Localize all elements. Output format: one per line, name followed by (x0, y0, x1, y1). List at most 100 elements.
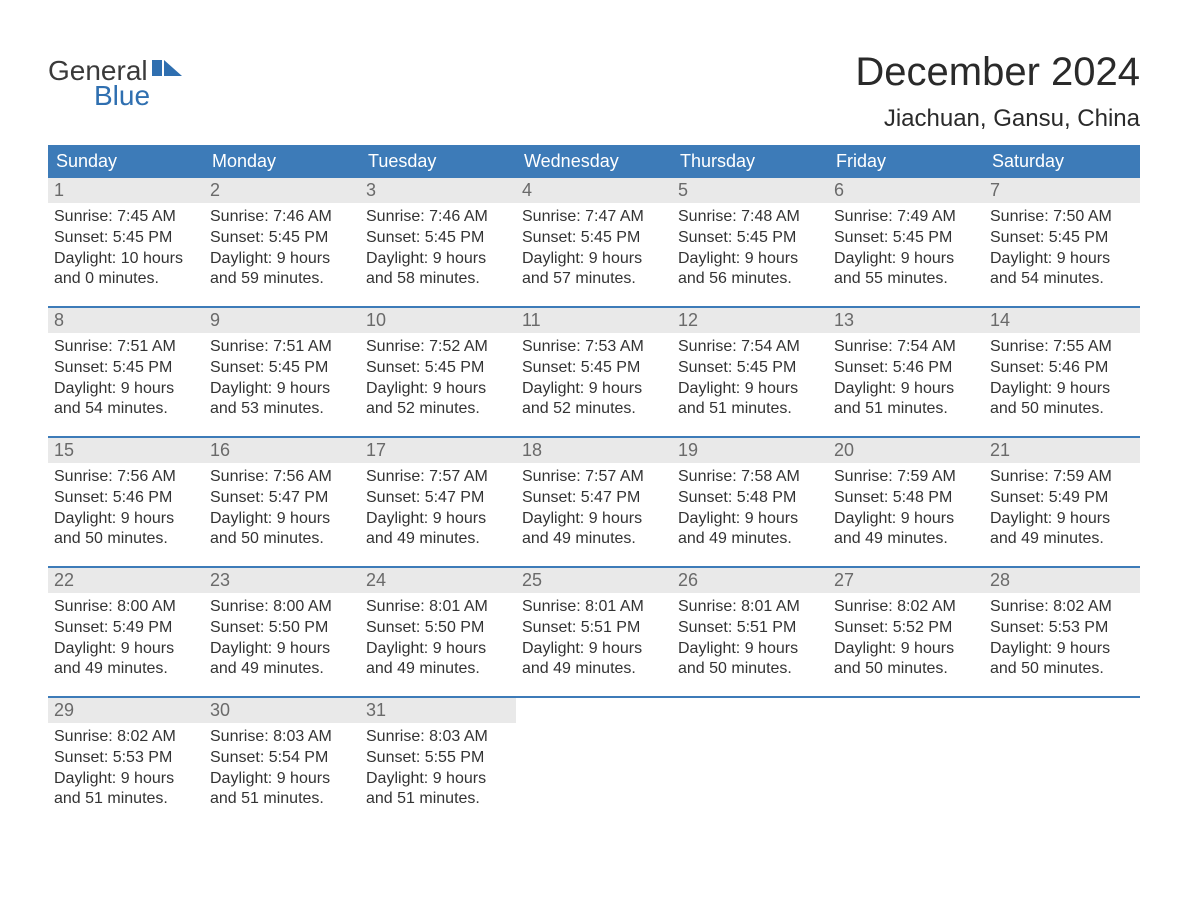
daylight-line-2: and 50 minutes. (54, 529, 198, 550)
header: General Blue December 2024 Jiachuan, Gan… (48, 50, 1140, 133)
sunrise-line: Sunrise: 7:53 AM (522, 337, 666, 358)
day-number: 9 (204, 308, 360, 333)
day-body: Sunrise: 8:02 AMSunset: 5:52 PMDaylight:… (828, 593, 984, 680)
sunrise-line: Sunrise: 7:45 AM (54, 207, 198, 228)
day-body: Sunrise: 8:03 AMSunset: 5:54 PMDaylight:… (204, 723, 360, 810)
sunset-line: Sunset: 5:45 PM (678, 228, 822, 249)
weekday-thursday: Thursday (672, 145, 828, 178)
daylight-line-2: and 54 minutes. (54, 399, 198, 420)
sunset-line: Sunset: 5:47 PM (366, 488, 510, 509)
day-cell: 12Sunrise: 7:54 AMSunset: 5:45 PMDayligh… (672, 308, 828, 436)
weekday-wednesday: Wednesday (516, 145, 672, 178)
day-body: Sunrise: 7:57 AMSunset: 5:47 PMDaylight:… (360, 463, 516, 550)
day-body: Sunrise: 8:02 AMSunset: 5:53 PMDaylight:… (984, 593, 1140, 680)
daylight-line-1: Daylight: 9 hours (210, 379, 354, 400)
day-body: Sunrise: 7:46 AMSunset: 5:45 PMDaylight:… (204, 203, 360, 290)
daylight-line-1: Daylight: 9 hours (834, 379, 978, 400)
sunrise-line: Sunrise: 7:46 AM (210, 207, 354, 228)
day-cell: 6Sunrise: 7:49 AMSunset: 5:45 PMDaylight… (828, 178, 984, 306)
sunset-line: Sunset: 5:50 PM (366, 618, 510, 639)
day-body: Sunrise: 7:51 AMSunset: 5:45 PMDaylight:… (204, 333, 360, 420)
sunset-line: Sunset: 5:55 PM (366, 748, 510, 769)
day-number: 31 (360, 698, 516, 723)
logo: General Blue (48, 50, 182, 111)
week-row: 8Sunrise: 7:51 AMSunset: 5:45 PMDaylight… (48, 306, 1140, 436)
sunrise-line: Sunrise: 7:48 AM (678, 207, 822, 228)
sunset-line: Sunset: 5:45 PM (210, 358, 354, 379)
sunrise-line: Sunrise: 7:46 AM (366, 207, 510, 228)
daylight-line-2: and 58 minutes. (366, 269, 510, 290)
day-cell: 4Sunrise: 7:47 AMSunset: 5:45 PMDaylight… (516, 178, 672, 306)
logo-flag-icon (152, 56, 182, 85)
day-cell: 18Sunrise: 7:57 AMSunset: 5:47 PMDayligh… (516, 438, 672, 566)
weekday-sunday: Sunday (48, 145, 204, 178)
sunset-line: Sunset: 5:45 PM (54, 228, 198, 249)
day-cell: 1Sunrise: 7:45 AMSunset: 5:45 PMDaylight… (48, 178, 204, 306)
day-cell: 23Sunrise: 8:00 AMSunset: 5:50 PMDayligh… (204, 568, 360, 696)
daylight-line-1: Daylight: 9 hours (522, 509, 666, 530)
daylight-line-2: and 49 minutes. (834, 529, 978, 550)
week-row: 29Sunrise: 8:02 AMSunset: 5:53 PMDayligh… (48, 696, 1140, 826)
sunrise-line: Sunrise: 7:50 AM (990, 207, 1134, 228)
day-cell: 19Sunrise: 7:58 AMSunset: 5:48 PMDayligh… (672, 438, 828, 566)
day-body: Sunrise: 7:55 AMSunset: 5:46 PMDaylight:… (984, 333, 1140, 420)
daylight-line-2: and 49 minutes. (990, 529, 1134, 550)
daylight-line-2: and 55 minutes. (834, 269, 978, 290)
daylight-line-1: Daylight: 9 hours (210, 509, 354, 530)
sunrise-line: Sunrise: 8:01 AM (522, 597, 666, 618)
day-cell: 16Sunrise: 7:56 AMSunset: 5:47 PMDayligh… (204, 438, 360, 566)
week-row: 1Sunrise: 7:45 AMSunset: 5:45 PMDaylight… (48, 178, 1140, 306)
daylight-line-1: Daylight: 9 hours (678, 249, 822, 270)
day-cell: 8Sunrise: 7:51 AMSunset: 5:45 PMDaylight… (48, 308, 204, 436)
sunset-line: Sunset: 5:47 PM (522, 488, 666, 509)
day-body: Sunrise: 8:00 AMSunset: 5:50 PMDaylight:… (204, 593, 360, 680)
sunset-line: Sunset: 5:47 PM (210, 488, 354, 509)
day-cell: 3Sunrise: 7:46 AMSunset: 5:45 PMDaylight… (360, 178, 516, 306)
day-body: Sunrise: 7:58 AMSunset: 5:48 PMDaylight:… (672, 463, 828, 550)
daylight-line-2: and 50 minutes. (834, 659, 978, 680)
day-body: Sunrise: 7:45 AMSunset: 5:45 PMDaylight:… (48, 203, 204, 290)
day-cell: 29Sunrise: 8:02 AMSunset: 5:53 PMDayligh… (48, 698, 204, 826)
sunrise-line: Sunrise: 8:03 AM (210, 727, 354, 748)
sunrise-line: Sunrise: 7:59 AM (990, 467, 1134, 488)
daylight-line-1: Daylight: 9 hours (678, 509, 822, 530)
daylight-line-1: Daylight: 9 hours (54, 769, 198, 790)
day-cell-empty (516, 698, 672, 826)
daylight-line-1: Daylight: 9 hours (834, 249, 978, 270)
sunrise-line: Sunrise: 8:00 AM (210, 597, 354, 618)
sunset-line: Sunset: 5:53 PM (990, 618, 1134, 639)
day-number: 27 (828, 568, 984, 593)
sunset-line: Sunset: 5:50 PM (210, 618, 354, 639)
sunrise-line: Sunrise: 7:58 AM (678, 467, 822, 488)
sunrise-line: Sunrise: 7:56 AM (210, 467, 354, 488)
day-body: Sunrise: 7:54 AMSunset: 5:45 PMDaylight:… (672, 333, 828, 420)
daylight-line-2: and 59 minutes. (210, 269, 354, 290)
day-cell: 11Sunrise: 7:53 AMSunset: 5:45 PMDayligh… (516, 308, 672, 436)
weekday-monday: Monday (204, 145, 360, 178)
day-cell: 25Sunrise: 8:01 AMSunset: 5:51 PMDayligh… (516, 568, 672, 696)
sunset-line: Sunset: 5:48 PM (834, 488, 978, 509)
day-body: Sunrise: 7:52 AMSunset: 5:45 PMDaylight:… (360, 333, 516, 420)
day-body: Sunrise: 7:59 AMSunset: 5:49 PMDaylight:… (984, 463, 1140, 550)
sunset-line: Sunset: 5:45 PM (210, 228, 354, 249)
day-body: Sunrise: 7:56 AMSunset: 5:47 PMDaylight:… (204, 463, 360, 550)
daylight-line-1: Daylight: 9 hours (522, 249, 666, 270)
logo-word-blue: Blue (48, 81, 150, 110)
daylight-line-2: and 52 minutes. (366, 399, 510, 420)
daylight-line-2: and 51 minutes. (54, 789, 198, 810)
sunrise-line: Sunrise: 8:03 AM (366, 727, 510, 748)
day-cell: 22Sunrise: 8:00 AMSunset: 5:49 PMDayligh… (48, 568, 204, 696)
daylight-line-1: Daylight: 9 hours (366, 639, 510, 660)
sunset-line: Sunset: 5:54 PM (210, 748, 354, 769)
day-number: 5 (672, 178, 828, 203)
daylight-line-2: and 51 minutes. (210, 789, 354, 810)
day-number: 13 (828, 308, 984, 333)
daylight-line-1: Daylight: 10 hours (54, 249, 198, 270)
sunrise-line: Sunrise: 7:54 AM (834, 337, 978, 358)
daylight-line-2: and 54 minutes. (990, 269, 1134, 290)
day-body: Sunrise: 7:59 AMSunset: 5:48 PMDaylight:… (828, 463, 984, 550)
day-number: 17 (360, 438, 516, 463)
day-body: Sunrise: 7:51 AMSunset: 5:45 PMDaylight:… (48, 333, 204, 420)
daylight-line-2: and 50 minutes. (210, 529, 354, 550)
sunset-line: Sunset: 5:45 PM (54, 358, 198, 379)
